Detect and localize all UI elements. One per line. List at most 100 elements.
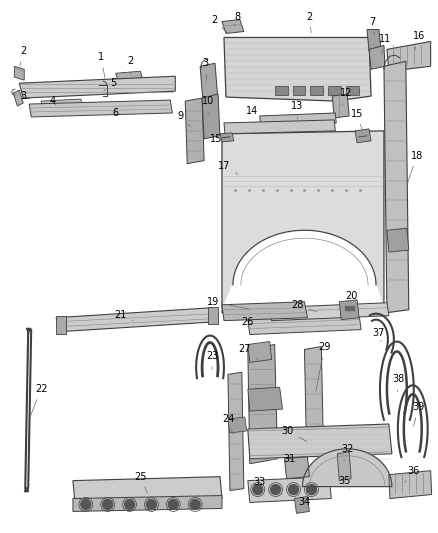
Polygon shape	[248, 424, 392, 459]
Text: 11: 11	[379, 35, 391, 54]
Text: 29: 29	[316, 343, 331, 391]
Circle shape	[289, 484, 298, 495]
Polygon shape	[293, 86, 305, 95]
Text: 37: 37	[373, 328, 385, 342]
Polygon shape	[248, 344, 278, 464]
Polygon shape	[185, 98, 204, 164]
Polygon shape	[14, 66, 24, 80]
Polygon shape	[56, 308, 218, 332]
Polygon shape	[224, 37, 371, 101]
Text: 2: 2	[211, 14, 228, 34]
Text: 23: 23	[206, 351, 218, 369]
Polygon shape	[248, 477, 331, 503]
Text: 38: 38	[393, 374, 405, 391]
Polygon shape	[369, 45, 385, 69]
Text: 2: 2	[127, 56, 134, 74]
Circle shape	[146, 499, 156, 510]
Text: 19: 19	[207, 297, 249, 309]
Circle shape	[271, 484, 281, 495]
Polygon shape	[339, 300, 359, 320]
Text: 39: 39	[413, 402, 425, 426]
Circle shape	[168, 499, 178, 510]
Polygon shape	[19, 76, 175, 98]
Text: 17: 17	[218, 160, 237, 174]
Polygon shape	[222, 20, 244, 34]
Polygon shape	[328, 86, 341, 95]
Polygon shape	[202, 94, 220, 139]
Polygon shape	[346, 86, 359, 95]
Polygon shape	[248, 342, 272, 362]
Text: 27: 27	[239, 344, 258, 359]
Polygon shape	[41, 99, 83, 111]
Text: 14: 14	[246, 106, 258, 123]
Polygon shape	[208, 307, 218, 324]
Polygon shape	[367, 29, 381, 51]
Text: 12: 12	[340, 88, 353, 106]
Text: 2: 2	[306, 12, 313, 33]
Text: 22: 22	[30, 384, 47, 416]
Circle shape	[124, 499, 134, 510]
Text: 24: 24	[222, 414, 234, 434]
Text: 35: 35	[338, 475, 350, 489]
Text: 6: 6	[113, 108, 119, 118]
Polygon shape	[248, 387, 283, 411]
Text: 34: 34	[298, 497, 311, 507]
Text: 33: 33	[254, 477, 275, 488]
Polygon shape	[13, 90, 23, 106]
Polygon shape	[275, 86, 288, 95]
Polygon shape	[200, 63, 218, 104]
Polygon shape	[270, 303, 389, 321]
Polygon shape	[304, 346, 323, 447]
Text: 3: 3	[17, 91, 26, 101]
Polygon shape	[73, 477, 222, 503]
Polygon shape	[260, 113, 336, 126]
Text: 30: 30	[282, 426, 307, 441]
Polygon shape	[248, 314, 361, 335]
Text: 10: 10	[202, 96, 214, 114]
Polygon shape	[387, 42, 431, 71]
Text: 2: 2	[20, 46, 26, 67]
Text: 15: 15	[210, 134, 228, 144]
Text: 26: 26	[242, 317, 254, 327]
Text: 8: 8	[234, 12, 241, 26]
Text: 15: 15	[351, 109, 363, 130]
Polygon shape	[389, 471, 431, 498]
Polygon shape	[355, 129, 371, 143]
Text: 1: 1	[98, 52, 105, 78]
Polygon shape	[384, 61, 409, 313]
Polygon shape	[311, 86, 323, 95]
Polygon shape	[337, 452, 351, 481]
Text: 21: 21	[114, 310, 133, 320]
Polygon shape	[222, 302, 307, 321]
Circle shape	[253, 484, 263, 495]
Text: 25: 25	[134, 472, 147, 493]
Text: 20: 20	[345, 291, 357, 308]
Polygon shape	[116, 71, 142, 80]
Text: 9: 9	[177, 111, 190, 127]
Text: 5: 5	[104, 78, 117, 91]
Text: 3: 3	[202, 58, 208, 80]
Polygon shape	[285, 457, 309, 479]
Polygon shape	[21, 83, 29, 98]
Text: 4: 4	[50, 96, 56, 106]
Polygon shape	[387, 228, 409, 252]
Text: 28: 28	[291, 300, 317, 312]
Polygon shape	[29, 100, 172, 117]
Text: 16: 16	[413, 31, 425, 51]
Text: 31: 31	[283, 454, 296, 467]
Polygon shape	[228, 417, 247, 433]
Polygon shape	[294, 497, 309, 513]
Polygon shape	[222, 230, 384, 310]
Polygon shape	[73, 496, 222, 512]
Circle shape	[190, 499, 200, 510]
Polygon shape	[303, 449, 392, 487]
Polygon shape	[228, 373, 244, 490]
Text: 13: 13	[291, 101, 304, 119]
Polygon shape	[224, 120, 335, 134]
Circle shape	[103, 499, 113, 510]
Circle shape	[307, 484, 316, 495]
Text: 32: 32	[341, 444, 353, 461]
Polygon shape	[220, 133, 234, 142]
Text: 7: 7	[369, 17, 375, 35]
Circle shape	[81, 499, 91, 510]
